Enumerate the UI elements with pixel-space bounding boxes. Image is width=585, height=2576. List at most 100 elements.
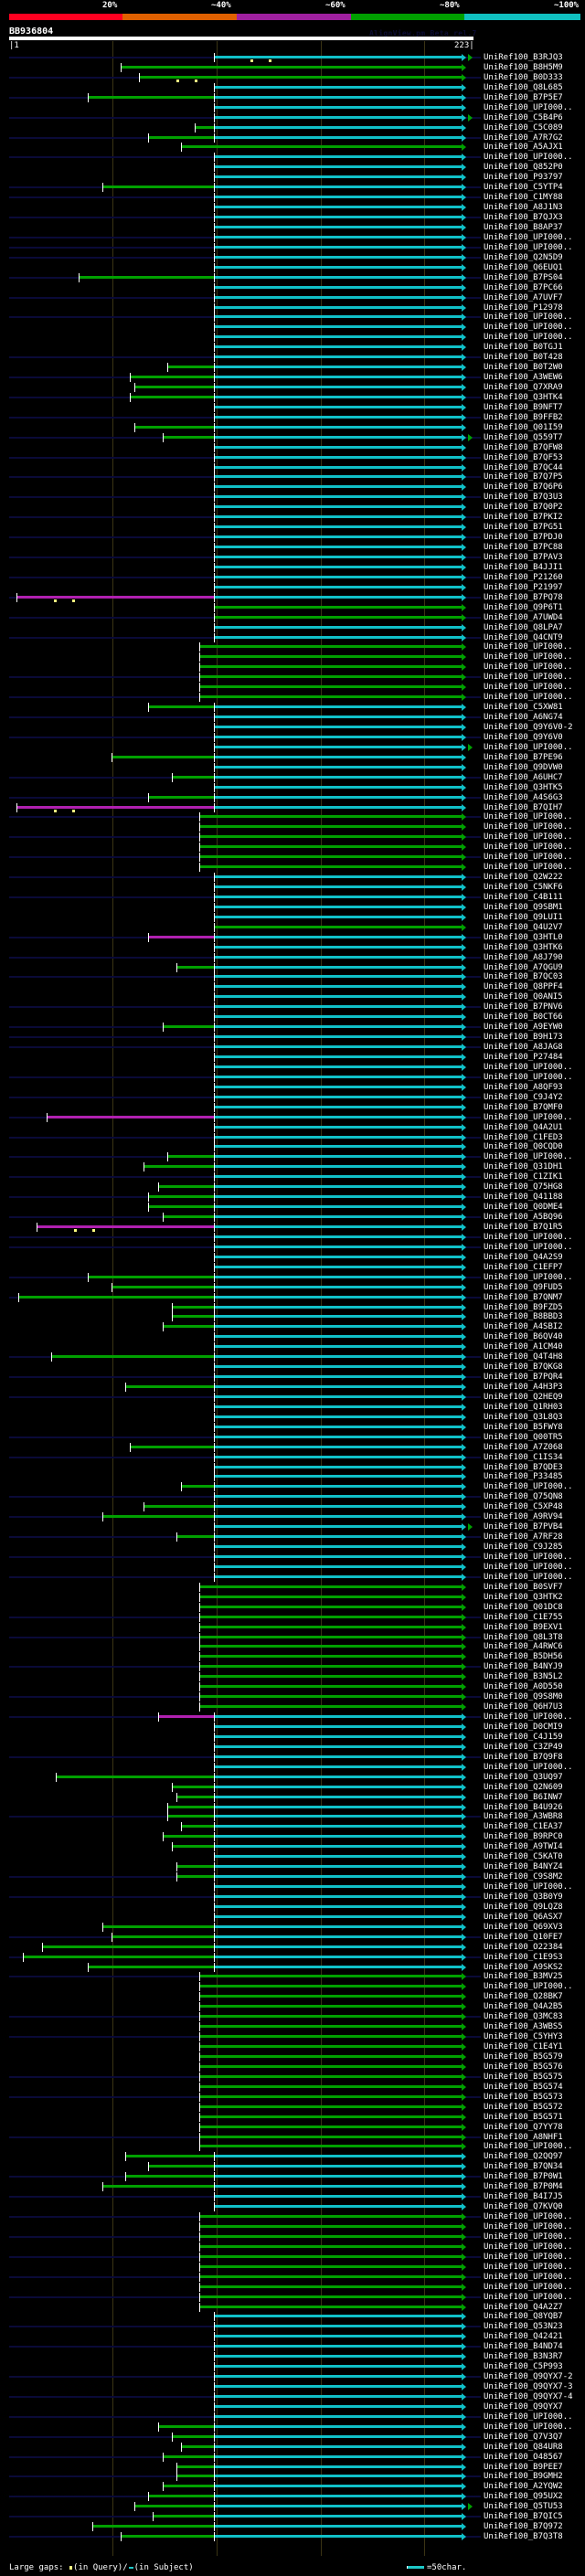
hit-row[interactable]: UniRef100_Q1RH03	[0, 1402, 585, 1413]
hit-row[interactable]: UniRef100_UPI000..	[0, 1152, 585, 1162]
hit-label[interactable]: UniRef100_B7QKG8	[484, 1362, 563, 1373]
hit-label[interactable]: UniRef100_B5G572	[484, 2102, 563, 2112]
hit-label[interactable]: UniRef100_B7Q0P2	[484, 503, 563, 513]
hit-label[interactable]: UniRef100_Q4CNT9	[484, 632, 563, 642]
hit-label[interactable]: UniRef100_UPI000..	[484, 2412, 573, 2422]
hit-row[interactable]: UniRef100_B0D333	[0, 72, 585, 83]
hit-row[interactable]: UniRef100_Q9Y6V0-2	[0, 722, 585, 733]
hit-row[interactable]: UniRef100_C5C089	[0, 122, 585, 133]
hit-row[interactable]: UniRef100_B9NFT7	[0, 402, 585, 413]
hit-label[interactable]: UniRef100_B9FZD5	[484, 1302, 563, 1312]
hit-row[interactable]: UniRef100_Q53N23	[0, 2322, 585, 2332]
hit-row[interactable]: UniRef100_UPI000..	[0, 1072, 585, 1083]
hit-label[interactable]: UniRef100_UPI000..	[484, 102, 573, 112]
hit-row[interactable]: UniRef100_B7QFW8	[0, 442, 585, 453]
hit-row[interactable]: UniRef100_UPI000..	[0, 242, 585, 253]
hit-label[interactable]: UniRef100_UPI000..	[484, 323, 573, 333]
hit-label[interactable]: UniRef100_UPI000..	[484, 1882, 573, 1892]
hit-label[interactable]: UniRef100_UPI000..	[484, 683, 573, 693]
hit-label[interactable]: UniRef100_B7PC88	[484, 543, 563, 553]
hit-label[interactable]: UniRef100_UPI000..	[484, 2242, 573, 2252]
hit-row[interactable]: UniRef100_A9RV94	[0, 1512, 585, 1522]
hit-label[interactable]: UniRef100_UPI000..	[484, 843, 573, 853]
hit-label[interactable]: UniRef100_B9EXV1	[484, 1622, 563, 1632]
hit-label[interactable]: UniRef100_C9J285	[484, 1542, 563, 1553]
hit-row[interactable]: UniRef100_UPI000..	[0, 693, 585, 703]
hit-label[interactable]: UniRef100_B7P0M4	[484, 2182, 563, 2192]
hit-row[interactable]: UniRef100_Q8L685	[0, 82, 585, 93]
hit-label[interactable]: UniRef100_Q31DH1	[484, 1162, 563, 1172]
hit-label[interactable]: UniRef100_C4B111	[484, 892, 563, 902]
hit-label[interactable]: UniRef100_Q3HTL0	[484, 932, 563, 942]
hit-label[interactable]: UniRef100_B7PS04	[484, 272, 563, 282]
hit-row[interactable]: UniRef100_B5G575	[0, 2072, 585, 2083]
hit-label[interactable]: UniRef100_B7QIH7	[484, 802, 563, 812]
hit-label[interactable]: UniRef100_UPI000..	[484, 812, 573, 822]
hit-label[interactable]: UniRef100_B7PKI2	[484, 513, 563, 523]
hit-row[interactable]: UniRef100_B8AP37	[0, 222, 585, 233]
hit-row[interactable]: UniRef100_UPI000..	[0, 2292, 585, 2303]
hit-label[interactable]: UniRef100_Q5TU53	[484, 2502, 563, 2512]
hit-row[interactable]: UniRef100_A5BQ96	[0, 1213, 585, 1223]
hit-row[interactable]: UniRef100_Q4A2S9	[0, 1252, 585, 1263]
hit-row[interactable]: UniRef100_A7RF28	[0, 1532, 585, 1542]
hit-row[interactable]: UniRef100_B3MV25	[0, 1972, 585, 1982]
hit-row[interactable]: UniRef100_C9S8M2	[0, 1872, 585, 1882]
hit-row[interactable]: UniRef100_UPI000..	[0, 1232, 585, 1243]
hit-label[interactable]: UniRef100_C5YHY3	[484, 2032, 563, 2042]
hit-row[interactable]: UniRef100_UPI000..	[0, 2412, 585, 2422]
hit-label[interactable]: UniRef100_Q7V3Q7	[484, 2432, 563, 2442]
hit-label[interactable]: UniRef100_B0D333	[484, 72, 563, 82]
hit-row[interactable]: UniRef100_B7QF53	[0, 452, 585, 463]
hit-row[interactable]: UniRef100_Q4A2U1	[0, 1122, 585, 1133]
hit-row[interactable]: UniRef100_B7PS04	[0, 272, 585, 283]
hit-label[interactable]: UniRef100_Q3HTK2	[484, 1592, 563, 1602]
hit-label[interactable]: UniRef100_UPI000..	[484, 1982, 573, 1992]
hit-row[interactable]: UniRef100_A4S6G3	[0, 792, 585, 803]
hit-row[interactable]: UniRef100_Q9QYX7	[0, 2401, 585, 2412]
hit-label[interactable]: UniRef100_Q8LPA7	[484, 622, 563, 632]
hit-row[interactable]: UniRef100_UPI000..	[0, 863, 585, 873]
hit-label[interactable]: UniRef100_UPI000..	[484, 2231, 573, 2242]
hit-row[interactable]: UniRef100_B3N3R7	[0, 2352, 585, 2362]
hit-label[interactable]: UniRef100_P12978	[484, 302, 563, 313]
hit-row[interactable]: UniRef100_UPI000..	[0, 2221, 585, 2232]
hit-label[interactable]: UniRef100_A3WEW6	[484, 373, 563, 383]
hit-row[interactable]: UniRef100_B7Q1R5	[0, 1222, 585, 1233]
hit-row[interactable]: UniRef100_B7Q0P2	[0, 503, 585, 513]
hit-label[interactable]: UniRef100_Q9Y6V0	[484, 732, 563, 742]
hit-label[interactable]: UniRef100_Q4A2S9	[484, 1252, 563, 1262]
hit-label[interactable]: UniRef100_C5XW81	[484, 703, 563, 713]
hit-row[interactable]: UniRef100_B7QMF0	[0, 1102, 585, 1113]
hit-row[interactable]: UniRef100_B7QNM7	[0, 1292, 585, 1303]
hit-label[interactable]: UniRef100_Q42421	[484, 2332, 563, 2342]
hit-label[interactable]: UniRef100_B4NYZ4	[484, 1862, 563, 1872]
hit-label[interactable]: UniRef100_B7Q7P5	[484, 472, 563, 482]
hit-row[interactable]: UniRef100_B7PAV3	[0, 553, 585, 563]
hit-label[interactable]: UniRef100_B7QNM7	[484, 1292, 563, 1302]
hit-label[interactable]: UniRef100_UPI000..	[484, 673, 573, 683]
hit-label[interactable]: UniRef100_Q9S8M0	[484, 1692, 563, 1702]
hit-row[interactable]: UniRef100_B8BBD3	[0, 1312, 585, 1322]
hit-label[interactable]: UniRef100_B7PQ78	[484, 592, 563, 602]
hit-row[interactable]: UniRef100_Q0ANI5	[0, 992, 585, 1002]
hit-label[interactable]: UniRef100_UPI000..	[484, 693, 573, 703]
hit-label[interactable]: UniRef100_B7PAV3	[484, 553, 563, 562]
hit-row[interactable]: UniRef100_Q6ASX7	[0, 1912, 585, 1923]
hit-row[interactable]: UniRef100_B9FZD5	[0, 1302, 585, 1313]
hit-row[interactable]: UniRef100_Q3HTK5	[0, 782, 585, 793]
hit-label[interactable]: UniRef100_Q75QN8	[484, 1492, 563, 1502]
hit-label[interactable]: UniRef100_Q3UQ97	[484, 1772, 563, 1782]
hit-row[interactable]: UniRef100_B7PNV6	[0, 1002, 585, 1012]
hit-row[interactable]: UniRef100_UPI000..	[0, 642, 585, 652]
hit-label[interactable]: UniRef100_C5C089	[484, 122, 563, 133]
hit-label[interactable]: UniRef100_Q4A2Z7	[484, 2302, 563, 2312]
hit-label[interactable]: UniRef100_B7QC44	[484, 462, 563, 472]
hit-label[interactable]: UniRef100_A4RWC6	[484, 1642, 563, 1652]
hit-row[interactable]: UniRef100_UPI000..	[0, 683, 585, 693]
hit-label[interactable]: UniRef100_B7QC03	[484, 972, 563, 982]
hit-label[interactable]: UniRef100_B7Q1R5	[484, 1222, 563, 1232]
hit-row[interactable]: UniRef100_Q3B0Y9	[0, 1892, 585, 1903]
hit-label[interactable]: UniRef100_C5NKF6	[484, 883, 563, 893]
hit-row[interactable]: UniRef100_UPI000..	[0, 2272, 585, 2283]
